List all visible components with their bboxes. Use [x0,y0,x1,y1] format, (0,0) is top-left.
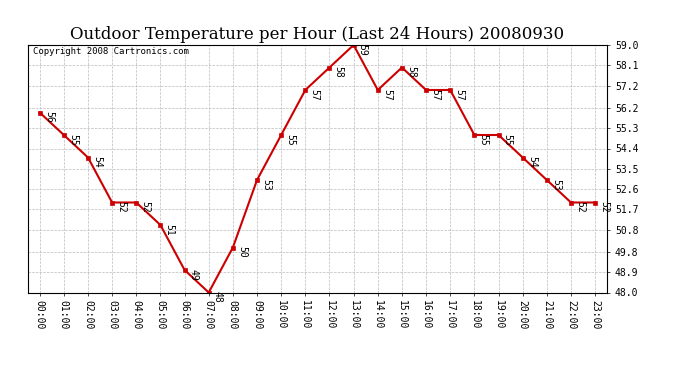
Text: 50: 50 [237,246,247,258]
Text: 56: 56 [44,111,54,123]
Text: 58: 58 [406,66,416,78]
Text: 57: 57 [310,88,319,101]
Text: 53: 53 [551,178,561,190]
Text: 57: 57 [455,88,464,101]
Text: 54: 54 [92,156,102,168]
Text: Copyright 2008 Cartronics.com: Copyright 2008 Cartronics.com [33,48,189,57]
Text: 58: 58 [334,66,344,78]
Text: 55: 55 [479,134,489,146]
Text: 49: 49 [189,268,199,280]
Text: Outdoor Temperature per Hour (Last 24 Hours) 20080930: Outdoor Temperature per Hour (Last 24 Ho… [70,26,564,43]
Text: 52: 52 [141,201,150,213]
Text: 55: 55 [68,134,78,146]
Text: 52: 52 [117,201,126,213]
Text: 57: 57 [431,88,440,101]
Text: 59: 59 [358,44,368,55]
Text: 57: 57 [382,88,392,101]
Text: 51: 51 [165,224,175,236]
Text: 54: 54 [527,156,537,168]
Text: 55: 55 [286,134,295,146]
Text: 52: 52 [600,201,609,213]
Text: 55: 55 [503,134,513,146]
Text: 48: 48 [213,291,223,303]
Text: 52: 52 [575,201,585,213]
Text: 53: 53 [262,178,271,190]
